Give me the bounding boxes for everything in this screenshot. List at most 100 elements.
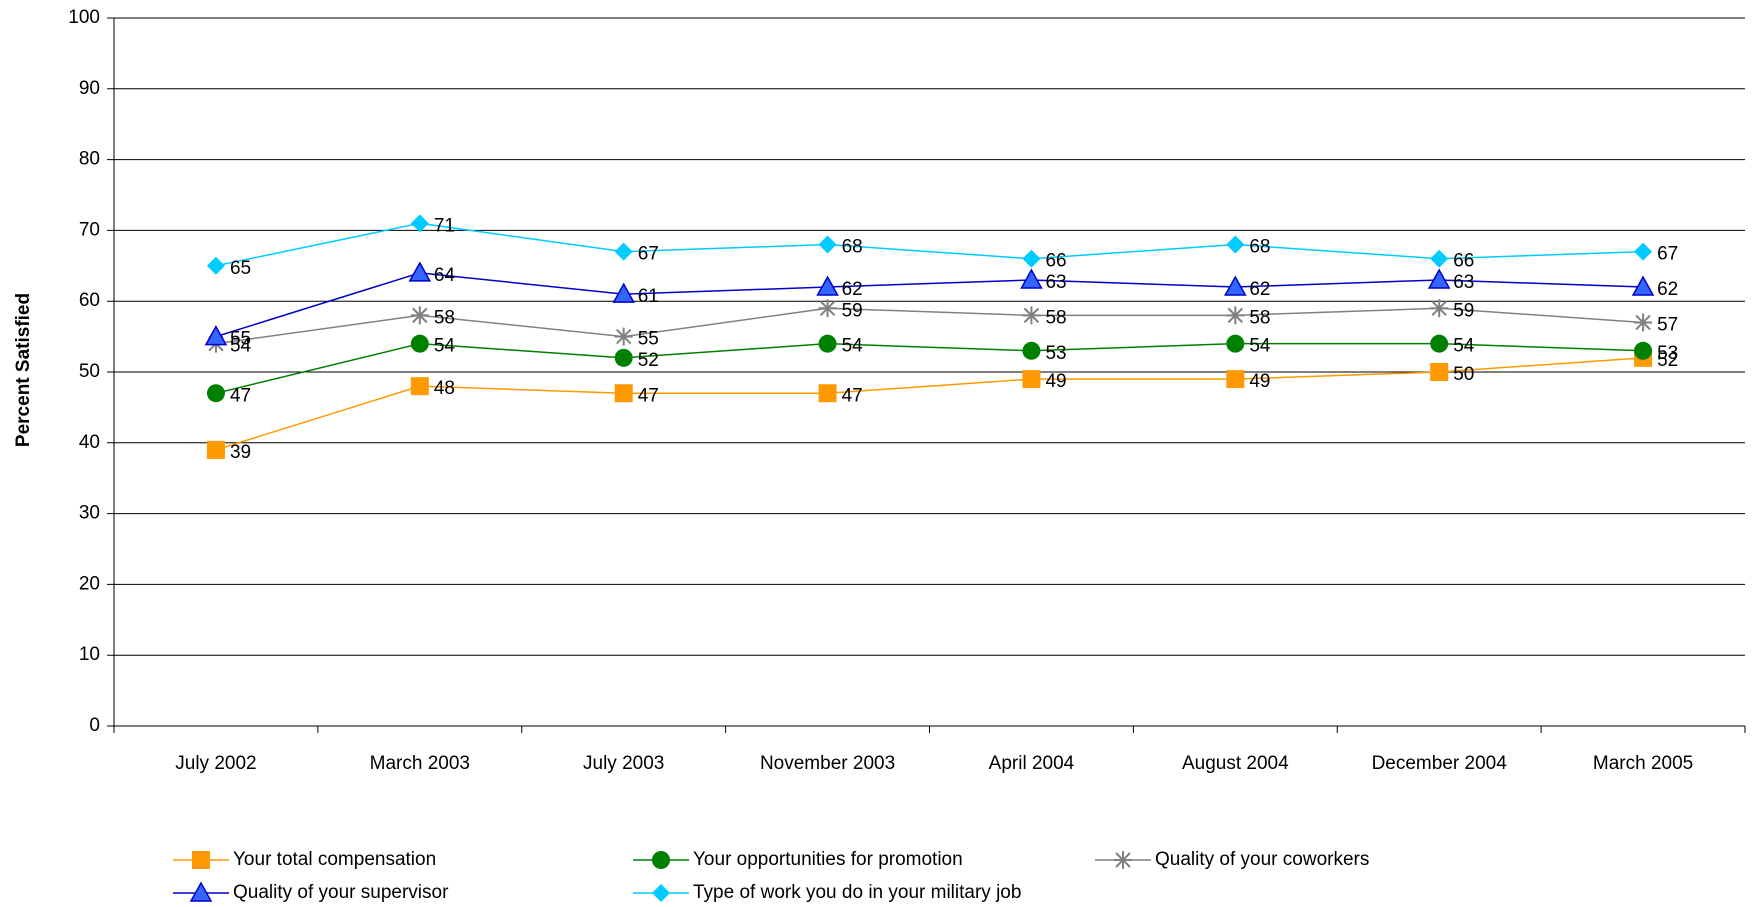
x-tick-label: July 2003 bbox=[583, 753, 664, 774]
data-label: 66 bbox=[1045, 251, 1066, 272]
legend-item: Quality of your coworkers bbox=[1095, 849, 1369, 870]
y-tick-label: 40 bbox=[79, 432, 100, 453]
data-label: 62 bbox=[1249, 279, 1270, 300]
marker bbox=[189, 881, 213, 902]
marker bbox=[1634, 313, 1653, 332]
data-label: 39 bbox=[230, 442, 251, 463]
data-label: 48 bbox=[434, 378, 455, 399]
y-tick-label: 70 bbox=[79, 219, 100, 240]
data-label: 68 bbox=[1249, 237, 1270, 258]
y-tick-label: 80 bbox=[79, 149, 100, 170]
data-label: 52 bbox=[638, 350, 659, 371]
legend-item: Your total compensation bbox=[173, 849, 436, 870]
y-tick-label: 30 bbox=[79, 503, 100, 524]
series-line bbox=[215, 357, 1644, 451]
x-tick-label: December 2004 bbox=[1372, 753, 1508, 774]
data-label: 53 bbox=[1045, 343, 1066, 364]
legend-label: Your opportunities for promotion bbox=[693, 849, 963, 870]
marker bbox=[614, 242, 633, 261]
data-label: 66 bbox=[1453, 251, 1474, 272]
data-label: 55 bbox=[638, 329, 659, 350]
data-label: 59 bbox=[1453, 300, 1474, 321]
data-label: 54 bbox=[1249, 336, 1271, 357]
data-label: 53 bbox=[1657, 343, 1678, 364]
data-label: 58 bbox=[434, 307, 455, 328]
marker bbox=[1634, 242, 1653, 261]
y-tick-label: 90 bbox=[79, 78, 100, 99]
marker bbox=[1226, 306, 1245, 325]
marker bbox=[204, 325, 228, 346]
x-tick-label: November 2003 bbox=[760, 753, 895, 774]
marker bbox=[1022, 306, 1041, 325]
data-label: 47 bbox=[230, 385, 251, 406]
data-label: 58 bbox=[1045, 307, 1066, 328]
legend-label: Quality of your coworkers bbox=[1155, 849, 1369, 870]
x-tick-label: August 2004 bbox=[1182, 753, 1289, 774]
legend-label: Your total compensation bbox=[233, 849, 436, 870]
data-label: 67 bbox=[638, 244, 659, 265]
series-line bbox=[215, 307, 1644, 345]
legend-item: Your opportunities for promotion bbox=[633, 849, 963, 870]
x-tick-label: April 2004 bbox=[989, 753, 1075, 774]
data-label: 68 bbox=[842, 237, 863, 258]
marker bbox=[1226, 370, 1245, 389]
marker bbox=[206, 440, 225, 459]
marker bbox=[1634, 341, 1653, 360]
data-label: 54 bbox=[434, 336, 456, 357]
legend-label: Quality of your supervisor bbox=[233, 882, 449, 903]
data-label: 59 bbox=[842, 300, 863, 321]
y-tick-label: 10 bbox=[79, 644, 100, 665]
data-label: 62 bbox=[842, 279, 863, 300]
data-label: 57 bbox=[1657, 314, 1678, 335]
marker bbox=[1022, 249, 1041, 268]
data-label: 62 bbox=[1657, 279, 1678, 300]
data-label: 47 bbox=[638, 385, 659, 406]
marker bbox=[1631, 275, 1655, 296]
marker bbox=[1022, 341, 1041, 360]
data-label: 47 bbox=[842, 385, 863, 406]
x-tick-label: July 2002 bbox=[175, 753, 256, 774]
y-tick-label: 60 bbox=[79, 290, 100, 311]
y-tick-label: 20 bbox=[79, 573, 100, 594]
data-label: 64 bbox=[434, 265, 456, 286]
marker bbox=[1427, 268, 1451, 289]
marker bbox=[1430, 249, 1449, 268]
marker bbox=[652, 884, 670, 902]
marker bbox=[1022, 370, 1041, 389]
data-label: 52 bbox=[1657, 350, 1678, 371]
marker bbox=[1114, 851, 1132, 869]
data-label: 50 bbox=[1453, 364, 1474, 385]
marker bbox=[818, 299, 837, 318]
data-label: 63 bbox=[1045, 272, 1066, 293]
series-line bbox=[215, 222, 1644, 267]
series-line bbox=[215, 342, 1644, 394]
marker bbox=[408, 261, 432, 282]
data-label: 54 bbox=[842, 336, 864, 357]
marker bbox=[410, 334, 429, 353]
marker bbox=[1020, 268, 1043, 289]
marker bbox=[614, 348, 633, 367]
marker bbox=[652, 851, 670, 869]
y-tick-label: 100 bbox=[68, 7, 100, 28]
legend-item: Type of work you do in your military job bbox=[633, 882, 1021, 903]
marker bbox=[410, 306, 429, 325]
marker bbox=[818, 384, 837, 403]
x-tick-label: March 2003 bbox=[370, 753, 470, 774]
series-line bbox=[215, 272, 1644, 338]
marker bbox=[1430, 334, 1449, 353]
marker bbox=[1226, 235, 1245, 254]
marker bbox=[614, 384, 633, 403]
data-label: 54 bbox=[230, 336, 252, 357]
data-label: 71 bbox=[434, 215, 455, 236]
marker bbox=[410, 214, 429, 233]
legend-label: Type of work you do in your military job bbox=[693, 882, 1021, 903]
data-label: 49 bbox=[1045, 371, 1066, 392]
y-axis-label: Percent Satisfied bbox=[13, 293, 34, 447]
data-label: 63 bbox=[1453, 272, 1474, 293]
legend-item: Quality of your supervisor bbox=[173, 881, 449, 903]
marker bbox=[206, 256, 225, 275]
marker bbox=[192, 851, 210, 869]
marker bbox=[1226, 334, 1245, 353]
data-label: 55 bbox=[230, 329, 251, 350]
